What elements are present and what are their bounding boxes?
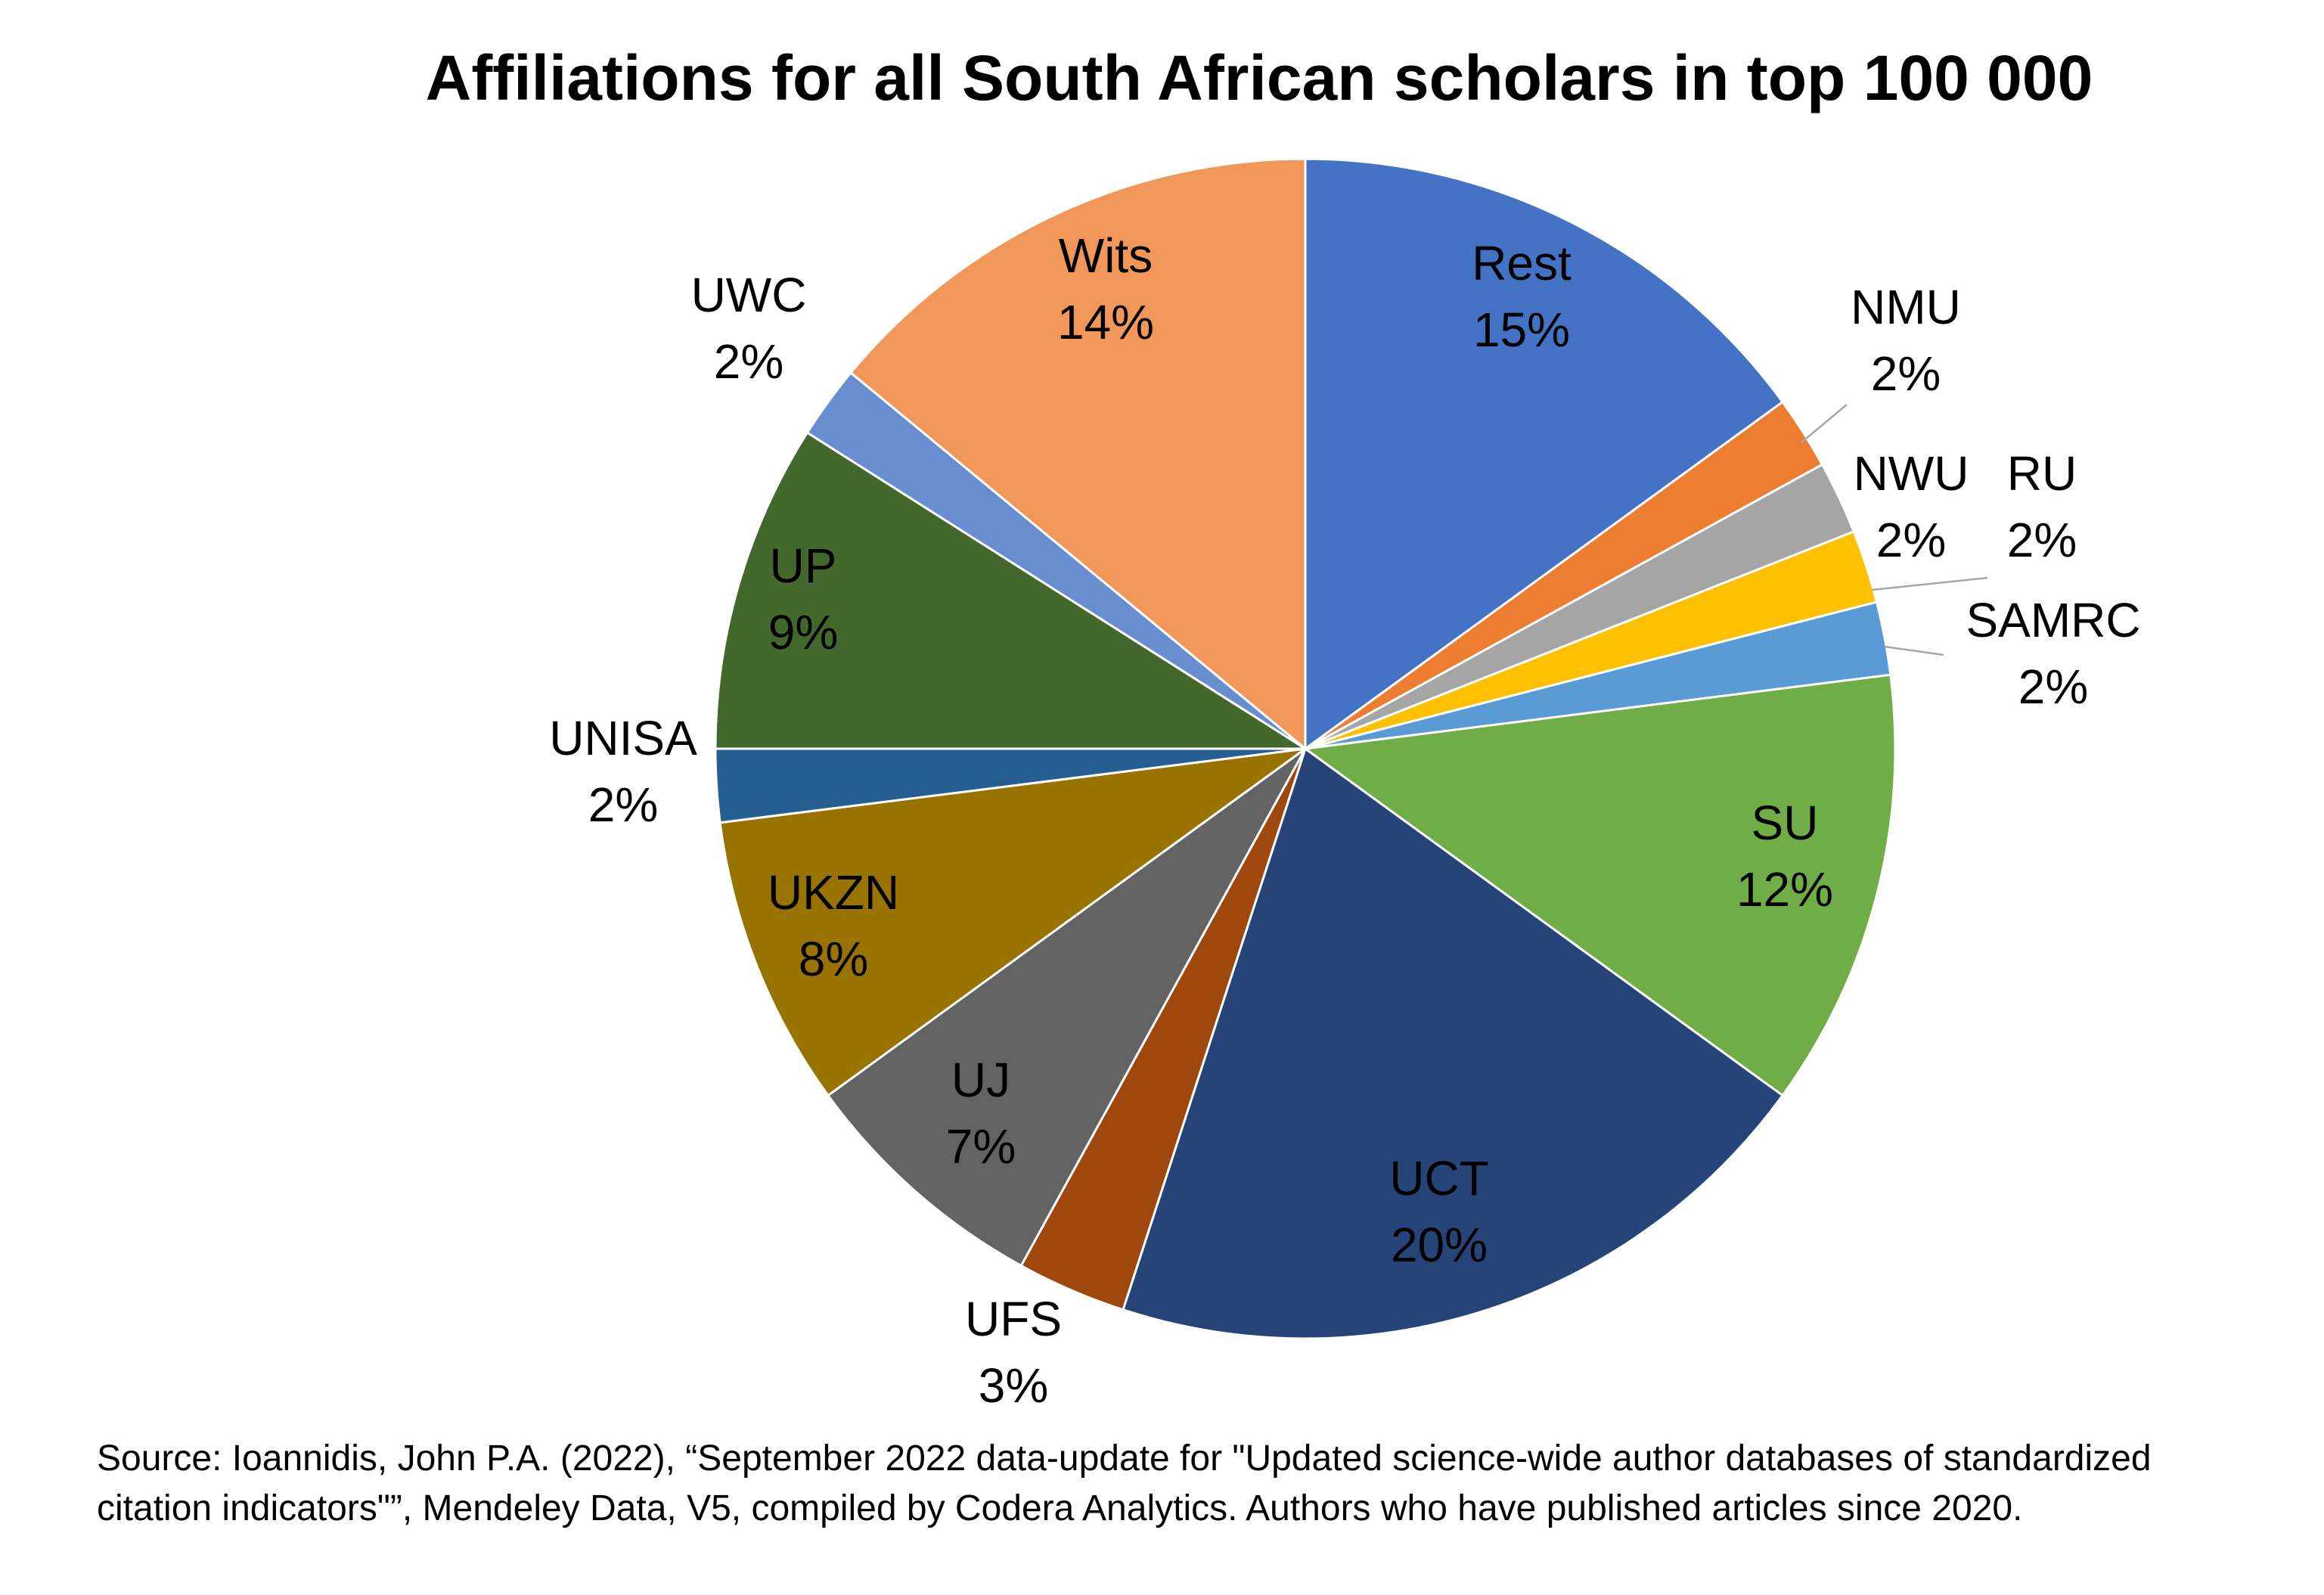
pie-slice-rest xyxy=(1304,157,1785,751)
slice-label-ufs: UFS xyxy=(965,1292,1062,1346)
slice-percent-up: 9% xyxy=(768,605,839,659)
slice-label-wits: Wits xyxy=(1059,228,1153,283)
slice-label-ru: RU xyxy=(2007,446,2077,501)
pie-slice-up xyxy=(714,430,1310,750)
slice-percent-uwc: 2% xyxy=(714,334,784,389)
pie-slice-ukzn xyxy=(718,747,1306,1097)
source-note: Source: Ioannidis, John P.A. (2022), “Se… xyxy=(97,1438,2152,1528)
pie-slice-su xyxy=(1302,673,1897,1097)
slice-label-samrc: SAMRC xyxy=(1966,593,2140,647)
slice-percent-unisa: 2% xyxy=(588,777,659,832)
slice-percent-wits: 14% xyxy=(1057,295,1154,349)
leader-line-samrc xyxy=(1884,645,1944,656)
leader-lines xyxy=(1801,404,1988,656)
pie-slice-uj xyxy=(826,747,1307,1268)
slice-label-ukzn: UKZN xyxy=(768,865,899,920)
slice-percent-nmu: 2% xyxy=(1871,346,1941,401)
leader-line-ru xyxy=(1871,576,1988,591)
slice-percent-ru: 2% xyxy=(2007,513,2077,567)
slice-label-uj: UJ xyxy=(951,1053,1010,1107)
slice-percent-rest: 15% xyxy=(1473,303,1570,357)
slice-percent-samrc: 2% xyxy=(2018,659,2089,714)
pie-slice-uct xyxy=(1122,746,1785,1340)
data-labels: Rest 15% NMU 2% NWU 2% RU 2% SAMRC 2% SU 12% UCT 20% U… xyxy=(549,228,2140,1413)
pie-slices xyxy=(714,157,1897,1340)
slice-percent-nwu: 2% xyxy=(1876,513,1947,567)
slice-label-unisa: UNISA xyxy=(549,711,697,765)
slice-percent-ufs: 3% xyxy=(979,1358,1049,1413)
slice-label-rest: Rest xyxy=(1472,236,1572,290)
slice-percent-uct: 20% xyxy=(1391,1218,1488,1272)
slice-percent-su: 12% xyxy=(1736,862,1833,917)
slice-percent-ukzn: 8% xyxy=(799,932,869,986)
chart-title: Affiliations for all South African schol… xyxy=(426,42,2093,113)
slice-label-uwc: UWC xyxy=(691,268,807,322)
slice-label-su: SU xyxy=(1752,796,1819,850)
leader-line-nmu xyxy=(1801,404,1848,443)
slice-label-uct: UCT xyxy=(1389,1151,1489,1206)
pie-slice-wits xyxy=(849,157,1307,752)
slice-percent-uj: 7% xyxy=(946,1119,1016,1174)
slice-label-nwu: NWU xyxy=(1854,446,1969,501)
slice-label-nmu: NMU xyxy=(1851,280,1961,334)
slice-label-up: UP xyxy=(770,538,837,593)
